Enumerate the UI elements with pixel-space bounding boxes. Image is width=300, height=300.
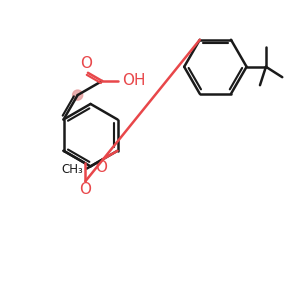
Circle shape (73, 90, 83, 100)
Text: O: O (95, 160, 107, 175)
Text: O: O (80, 56, 92, 71)
Text: OH: OH (122, 74, 146, 88)
Text: O: O (79, 182, 91, 197)
Text: CH₃: CH₃ (61, 163, 83, 176)
